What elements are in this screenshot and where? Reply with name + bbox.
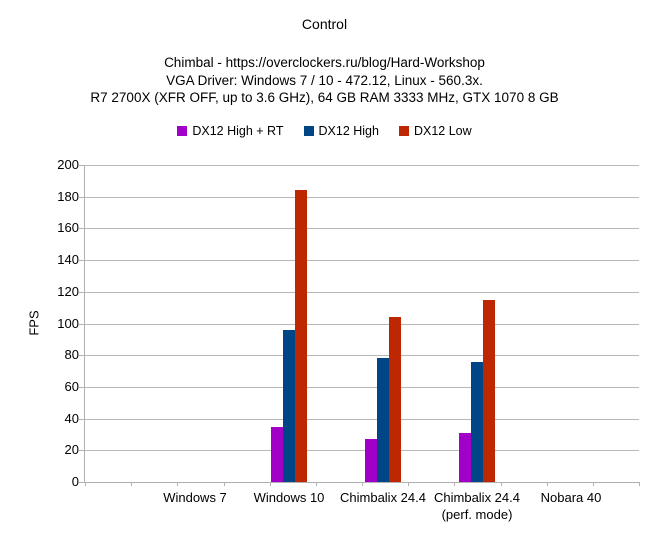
category-label: Windows 7: [163, 490, 227, 505]
chart-title: Control: [301, 16, 348, 32]
y-tick: [79, 196, 84, 198]
y-tick-label: 120: [57, 283, 79, 299]
y-tick: [79, 291, 84, 293]
x-tick: [454, 482, 456, 486]
legend-label: DX12 High: [318, 124, 379, 138]
x-tick: [269, 482, 271, 486]
x-tick: [639, 482, 640, 486]
y-tick: [79, 260, 84, 262]
y-tick-label: 40: [64, 410, 79, 426]
x-tick: [315, 482, 317, 486]
gridline: [85, 386, 639, 388]
x-tick: [85, 482, 86, 486]
y-tick-label: 100: [57, 315, 79, 331]
gridline: [85, 228, 639, 230]
x-tick: [131, 482, 133, 486]
x-tick: [223, 482, 225, 486]
x-tick: [592, 482, 594, 486]
x-tick: [546, 482, 548, 486]
legend-item: DX12 High: [303, 124, 379, 138]
bar: [471, 361, 483, 482]
y-tick-label: 80: [64, 347, 79, 363]
bar: [389, 317, 401, 482]
bar: [365, 439, 377, 482]
legend-swatch: [303, 126, 314, 136]
gridline: [85, 196, 639, 198]
y-tick-label: 180: [57, 188, 79, 204]
bar: [271, 426, 283, 482]
legend-label: DX12 High + RT: [192, 124, 284, 138]
plot-area: 0 20 40 60 80 100 120 140 160 180 200 Windows 7 Wind…: [57, 157, 640, 522]
y-tick: [79, 228, 84, 230]
bar: [459, 432, 471, 482]
x-tick: [177, 482, 179, 486]
subtitle-line: R7 2700X (XFR OFF, up to 3.6 GHz), 64 GB…: [90, 90, 559, 105]
y-tick-label: 0: [71, 474, 79, 489]
y-tick: [79, 450, 84, 452]
subtitle-line: VGA Driver: Windows 7 / 10 - 472.12, Lin…: [166, 72, 483, 88]
gridline: [85, 291, 639, 293]
y-tick-label: 200: [57, 157, 79, 172]
category-label: Chimbalix 24.4: [340, 490, 426, 505]
category-label: Windows 10: [253, 490, 325, 505]
gridline: [85, 165, 639, 166]
y-tick: [79, 165, 84, 166]
x-tick: [500, 482, 502, 486]
gridline: [85, 355, 639, 357]
y-tick-label: 60: [64, 378, 79, 394]
y-tick-label: 160: [57, 220, 79, 236]
y-tick: [79, 482, 84, 483]
bar: [483, 299, 495, 482]
y-tick: [79, 418, 84, 420]
legend-label: DX12 Low: [413, 124, 472, 138]
bar: [283, 329, 295, 482]
y-tick: [79, 386, 84, 388]
y-tick: [79, 323, 84, 325]
legend: DX12 High + RT DX12 High DX12 Low: [0, 124, 649, 138]
legend-item: DX12 High + RT: [177, 124, 284, 138]
chart-subtitle: Chimbal - https://overclockers.ru/blog/H…: [0, 54, 649, 107]
bar: [377, 358, 389, 482]
y-tick-label: 20: [64, 442, 79, 458]
category-label: Chimbalix 24.4 (perf. mode): [434, 490, 520, 522]
gridline: [85, 418, 639, 420]
legend-swatch: [177, 126, 188, 136]
y-tick-label: 140: [57, 252, 79, 268]
category-label: Nobara 40: [540, 490, 602, 505]
gridline: [85, 260, 639, 262]
x-tick: [362, 482, 363, 486]
subtitle-line: Chimbal - https://overclockers.ru/blog/H…: [164, 55, 485, 70]
legend-item: DX12 Low: [398, 124, 472, 138]
bar: [295, 190, 307, 482]
legend-swatch: [398, 126, 409, 136]
gridline: [85, 323, 639, 325]
gridline: [85, 450, 639, 452]
x-tick: [408, 482, 410, 486]
y-tick: [79, 355, 84, 357]
